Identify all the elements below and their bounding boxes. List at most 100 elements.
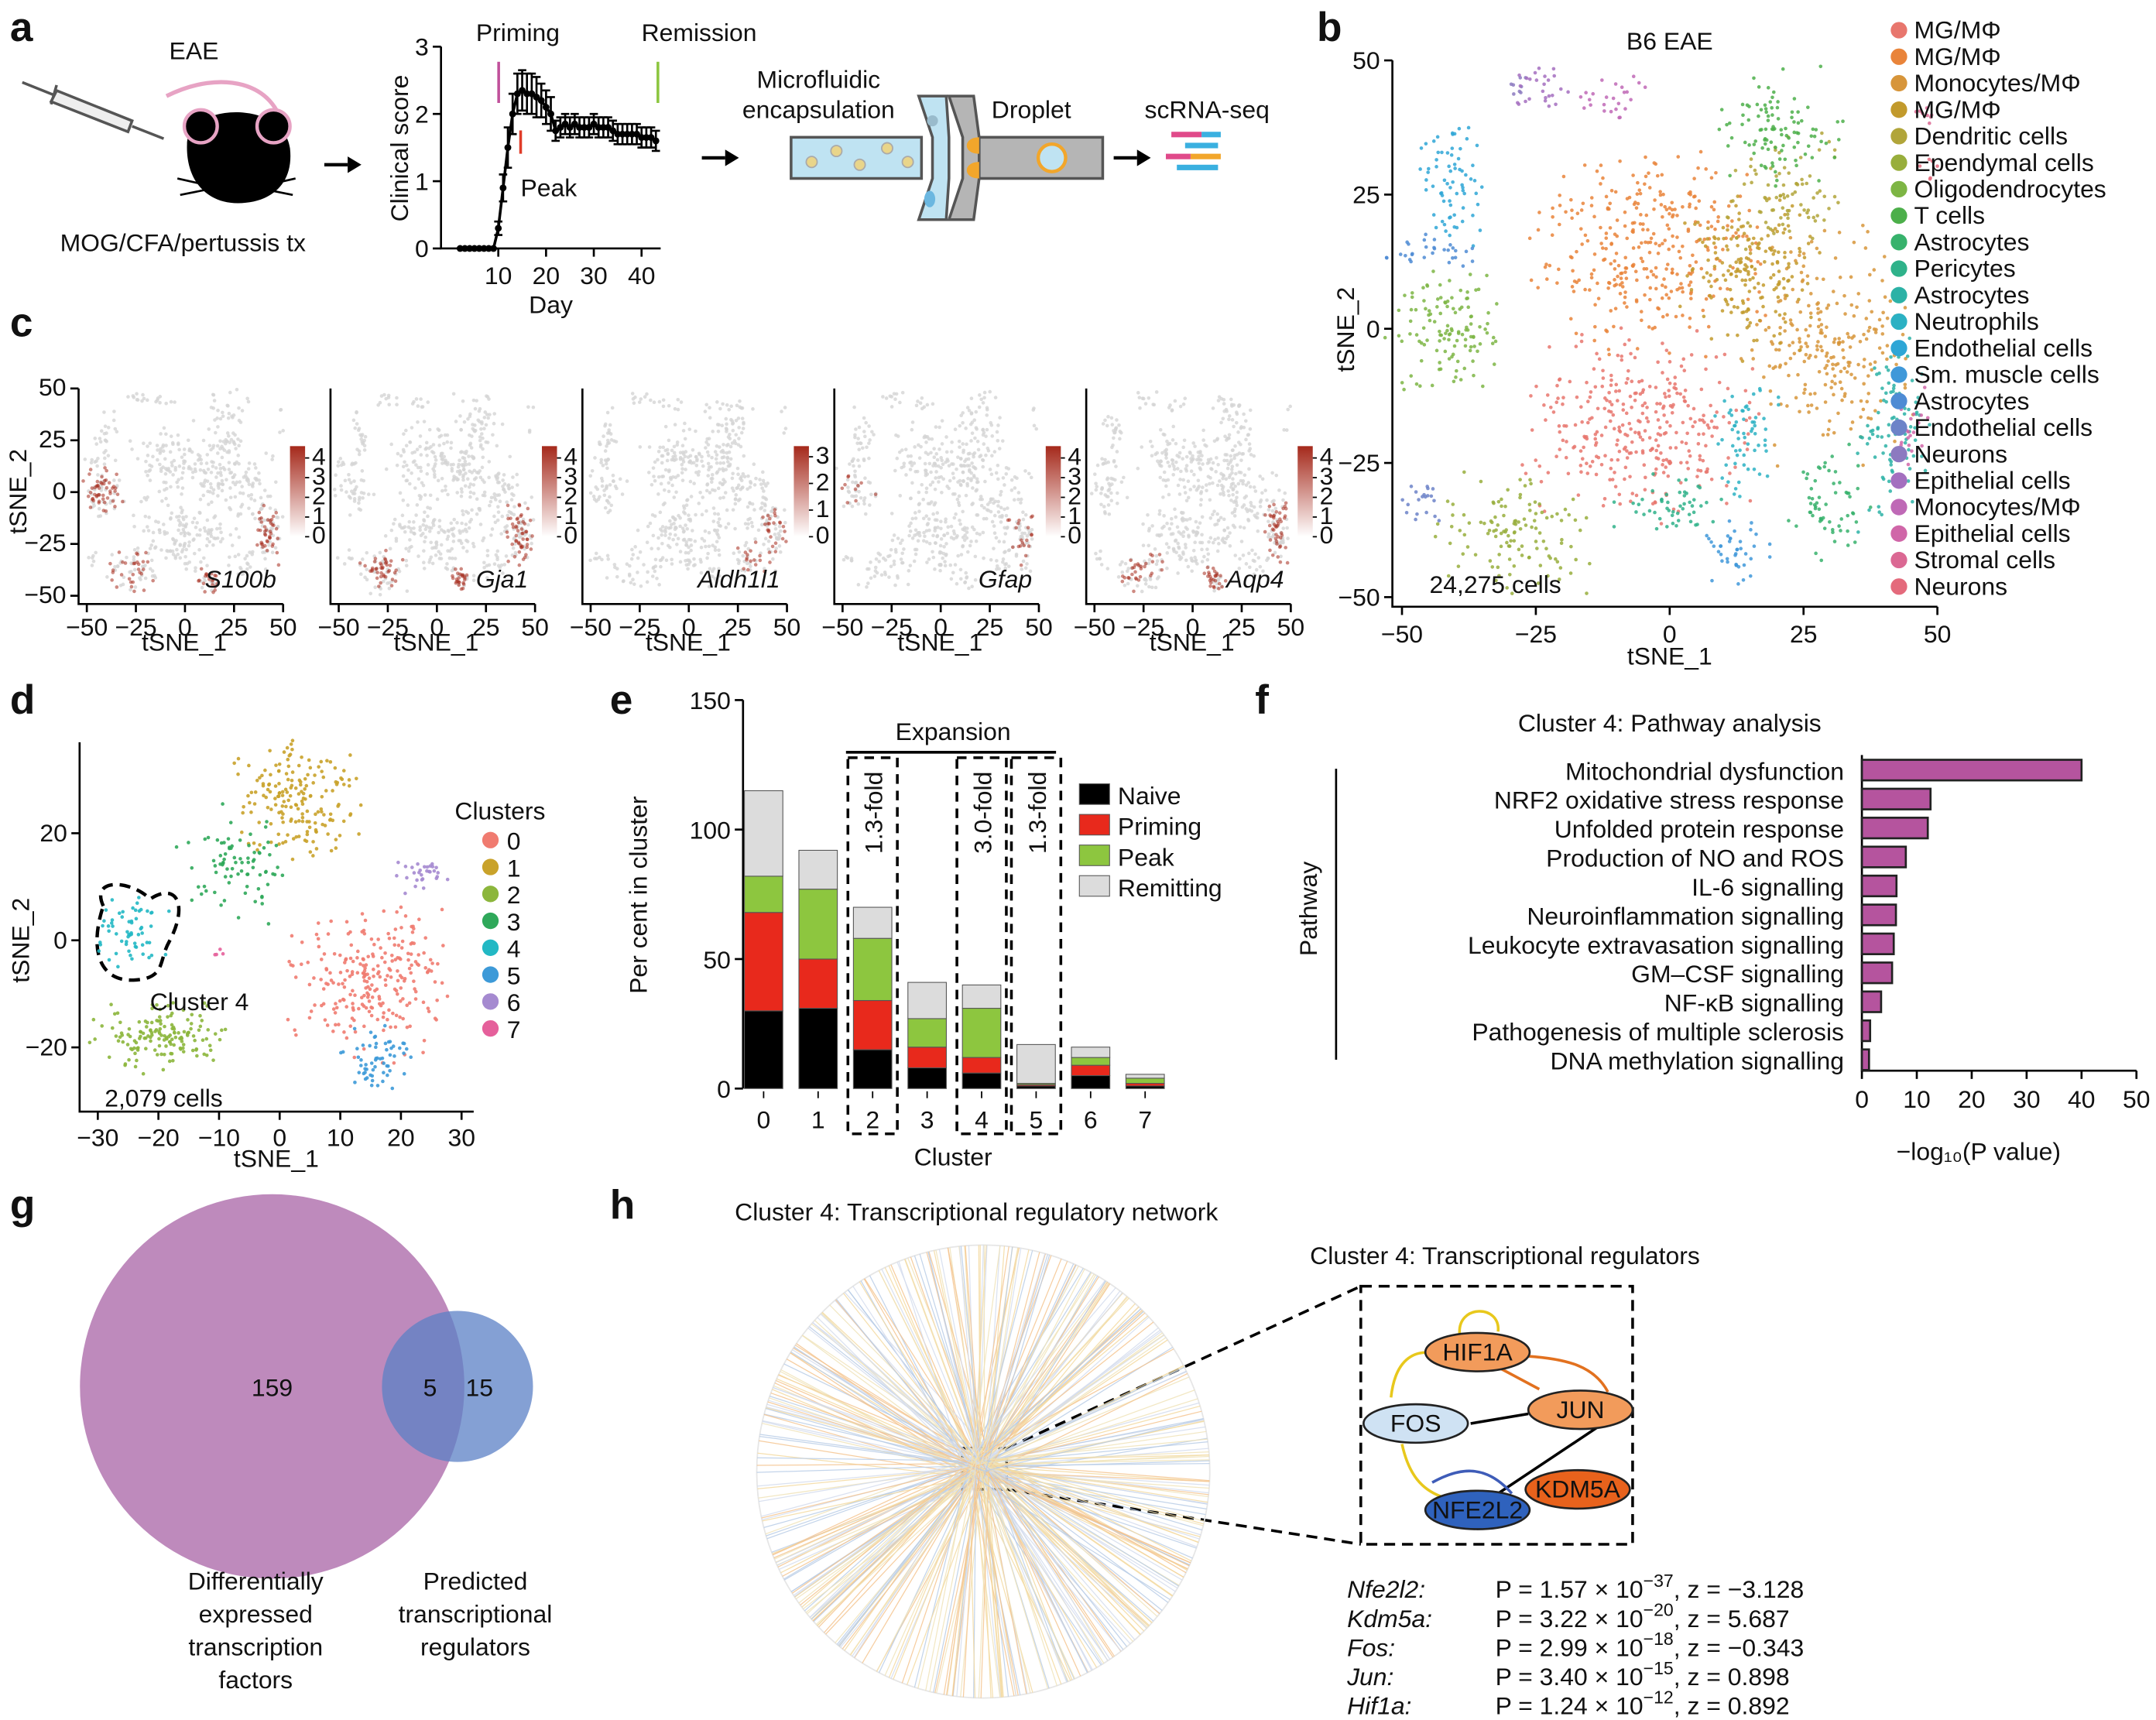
cell-point	[1729, 310, 1733, 314]
cell-point	[158, 401, 162, 405]
cell-point	[753, 537, 757, 541]
cell-point	[485, 423, 488, 427]
cell-point	[924, 462, 927, 466]
cell-point	[934, 462, 937, 466]
cell-point	[705, 489, 709, 493]
cell-point	[1602, 103, 1606, 107]
cell-point	[604, 506, 608, 510]
cell-point	[611, 406, 615, 410]
cell-point	[1746, 238, 1750, 242]
legend-label: Monocytes/MΦ	[1914, 493, 2080, 521]
cell-point	[1722, 399, 1726, 403]
cell-point	[615, 487, 619, 491]
cell-point	[181, 486, 185, 490]
cell-point	[475, 512, 479, 516]
cell-point	[148, 441, 152, 445]
cell-point	[181, 471, 185, 475]
cell-point	[484, 440, 488, 444]
cell-point	[1908, 467, 1912, 471]
cell-point	[768, 550, 772, 554]
cell-point	[1868, 437, 1872, 440]
cell-point	[95, 484, 99, 488]
cell-point	[606, 457, 610, 461]
cell-point	[1534, 540, 1538, 543]
cell-point	[1741, 103, 1745, 107]
cell-point	[647, 471, 651, 475]
cell-point	[418, 445, 422, 449]
cell-point	[1545, 277, 1549, 281]
cell-point	[1609, 374, 1613, 378]
cell-point	[674, 490, 678, 494]
cell-point	[1641, 388, 1645, 392]
cell-point	[1642, 512, 1646, 516]
cell-point	[154, 545, 158, 549]
cell-point	[740, 431, 744, 435]
cell-point	[1849, 345, 1853, 349]
cell-point	[169, 451, 173, 454]
cell-point	[1685, 441, 1688, 445]
cell-point	[1797, 122, 1801, 125]
cell-point	[1702, 276, 1705, 279]
cell-point	[721, 403, 725, 406]
cell-point	[632, 397, 636, 401]
cell-point	[202, 439, 206, 443]
legend-label: Sm. muscle cells	[1914, 361, 2099, 389]
cell-point	[1461, 333, 1465, 337]
cell-point	[454, 420, 458, 423]
cell-point	[1570, 216, 1574, 220]
cell-point	[1444, 331, 1448, 335]
cell-point	[1834, 470, 1838, 474]
cell-point	[1671, 235, 1674, 238]
cell-point	[1907, 463, 1911, 467]
cell-point	[1848, 495, 1852, 499]
cell-point	[245, 471, 249, 475]
cell-point	[1901, 333, 1905, 337]
cell-point	[1631, 502, 1635, 505]
legend-swatch	[1890, 128, 1907, 144]
cell-point	[512, 546, 516, 550]
cell-point	[959, 413, 963, 417]
cell-point	[1027, 471, 1031, 475]
cell-point	[1628, 196, 1632, 200]
cell-point	[142, 529, 146, 533]
cell-point	[1831, 362, 1835, 366]
cell-point	[1560, 541, 1564, 545]
cell-point	[120, 573, 124, 577]
cell-point	[690, 495, 694, 499]
cell-point	[1737, 481, 1741, 485]
cell-point	[132, 590, 136, 594]
cell-point	[1887, 480, 1891, 484]
cell-point	[1768, 555, 1772, 559]
cell-point	[842, 505, 846, 509]
cell-point	[1654, 276, 1658, 279]
cell-point	[1851, 420, 1855, 424]
cell-point	[1872, 268, 1876, 272]
cell-point	[692, 564, 696, 567]
cell-point	[1904, 306, 1907, 310]
cell-point	[608, 483, 612, 487]
cell-point	[622, 579, 626, 583]
cell-point	[921, 498, 925, 502]
cell-point	[1862, 365, 1866, 368]
cell-point	[1415, 512, 1419, 516]
cell-point	[718, 553, 722, 557]
cell-point	[488, 504, 492, 508]
cell-point	[1906, 355, 1910, 358]
x-axis-label: Day	[529, 290, 573, 318]
cell-point	[1469, 322, 1473, 326]
cell-point	[1702, 432, 1705, 436]
cell-point	[1681, 290, 1685, 294]
cell-point	[714, 450, 718, 454]
cell-point	[1807, 144, 1811, 148]
cell-point	[1720, 438, 1724, 442]
cell-point	[1774, 310, 1777, 314]
cell-point	[103, 501, 107, 505]
cell-point	[437, 435, 441, 439]
cell-point	[1414, 490, 1418, 494]
cell-point	[746, 526, 749, 530]
cell-point	[997, 540, 1001, 543]
cell-point	[1548, 345, 1551, 349]
cell-point	[466, 477, 470, 481]
cell-point	[1791, 341, 1795, 344]
x-tick-label: 30	[580, 262, 608, 290]
